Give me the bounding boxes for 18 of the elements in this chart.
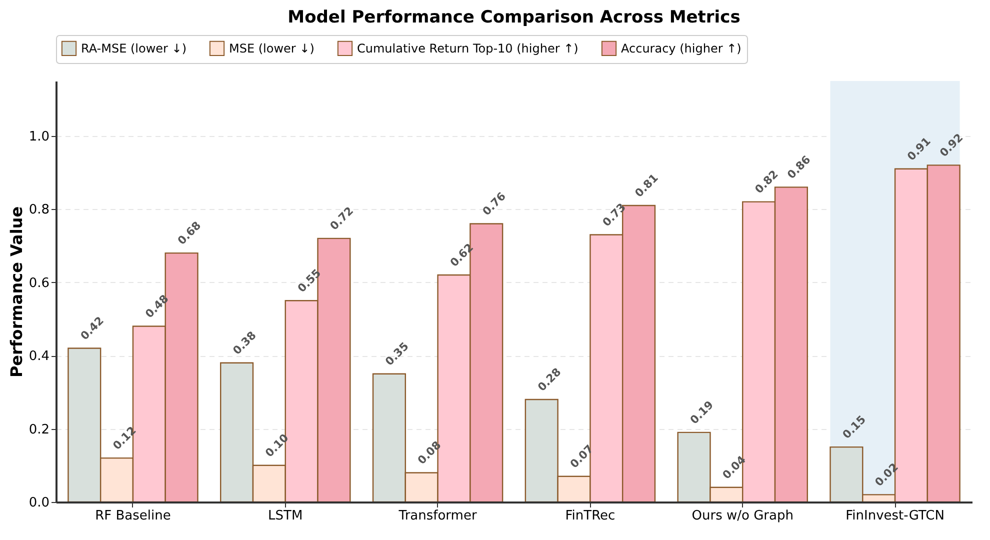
legend-label: Accuracy (higher ↑) <box>621 41 742 56</box>
y-tick-label: 0.8 <box>28 202 50 218</box>
x-tick-label: LSTM <box>268 508 303 524</box>
y-tick-label: 0.2 <box>28 422 50 438</box>
x-tick-label: Transformer <box>398 508 478 524</box>
y-tick-label: 0.4 <box>28 349 50 364</box>
legend-label: MSE (lower ↓) <box>229 41 314 56</box>
legend-label: RA-MSE (lower ↓) <box>81 41 187 56</box>
y-axis-title: Performance Value <box>6 206 26 378</box>
x-tick-label: FinInvest-GTCN <box>846 508 944 524</box>
x-tick-label: RF Baseline <box>95 508 171 524</box>
y-tick-label: 0.0 <box>28 496 50 510</box>
y-tick-label: 0.6 <box>28 276 50 291</box>
chart-title: Model Performance Comparison Across Metrics <box>288 8 740 28</box>
legend-label: Cumulative Return Top-10 (higher ↑) <box>357 41 578 56</box>
y-tick-label: 1.0 <box>28 129 50 144</box>
x-tick-label: FinTRec <box>565 508 616 524</box>
x-tick-label: Ours w/o Graph <box>692 508 794 524</box>
